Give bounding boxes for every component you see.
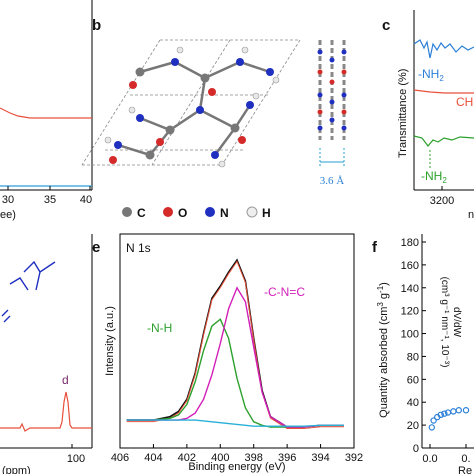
panel-f-ytick-label: 80 (407, 351, 419, 363)
panel-e-xtick-label: 406 (111, 452, 129, 464)
legend-hydrogen-marker (246, 206, 258, 218)
panel-f-point (462, 407, 470, 414)
panel-e-xtick-label: 400 (211, 452, 229, 464)
ir-trace-red (413, 89, 474, 94)
panel-e-peak-label-nh: -N-H (147, 321, 172, 335)
panel-a-red-trace (0, 107, 92, 119)
panel-f-xlabel: Re (458, 465, 472, 474)
panel-c-letter: c (382, 17, 390, 34)
panel-f-point (437, 411, 444, 419)
panel-f-ytick-label: 0 (413, 443, 419, 455)
legend-hydrogen-label: H (262, 206, 271, 220)
panel-f: f Quantity absorbed (cm3 g-1) dV/dW (cm³… (372, 234, 474, 474)
panel-e-letter: e (92, 239, 100, 256)
panel-f-y-ticks: 0 20 40 60 80 100 120 140 160 180 (401, 237, 426, 455)
panel-f-ytick-label: 100 (401, 329, 419, 341)
panel-f-ytick-label: 40 (407, 397, 419, 409)
panel-c-xtick-3200: 3200 (430, 195, 454, 207)
panel-e-series-component (126, 286, 344, 428)
panel-f-point (428, 424, 435, 431)
ir-trace-green (413, 135, 474, 147)
panel-f-xtick-1: 0. (461, 453, 470, 465)
panel-f-inset-ylabel-1: dV/dW (451, 307, 462, 338)
panel-e-series-raw (126, 258, 344, 428)
panel-f-ylabel: Quantity absorbed (cm3 g-1) (376, 282, 390, 418)
ir-label-nh2-bottom: -NH2 (421, 169, 447, 185)
panel-e-title: N 1s (126, 241, 151, 255)
panel-a-xtick-40: 40 (80, 194, 92, 206)
panel-f-ytick-label: 160 (401, 260, 419, 272)
panel-e-series-component (126, 318, 344, 428)
molecular-network (104, 46, 280, 168)
panel-f-ytick-label: 120 (401, 306, 419, 318)
panel-f-point (455, 407, 462, 414)
panel-f-ytick-label: 20 (407, 420, 419, 432)
panel-f-xtick-0: 0.0 (422, 453, 437, 465)
panel-f-ytick-label: 140 (401, 283, 419, 295)
panel-e-xtick-label: 394 (311, 452, 329, 464)
panel-d-xlabel: (ppm) (2, 465, 31, 474)
panel-c-ylabel: Transmittance (%) (397, 69, 409, 158)
panel-a: 30 35 40 ee) (0, 0, 93, 221)
panel-c: c Transmittance (%) -NH2 CH -NH2 3200 n (382, 10, 474, 221)
panel-e-ylabel: Intensity (a.u.) (104, 306, 116, 376)
interlayer-spacing-label: 3.6 Å (320, 175, 345, 187)
panel-e-series-baseline (126, 419, 344, 427)
layer-stack-view: 3.6 Å (317, 40, 347, 187)
nmr-peak-label-d: d (62, 373, 69, 387)
panel-f-point (430, 417, 437, 424)
panel-a-xlabel: ee) (0, 209, 16, 221)
panel-e-series-fit (126, 260, 344, 429)
legend-nitrogen-label: N (220, 206, 229, 220)
panel-e-xtick-label: 392 (345, 452, 363, 464)
panel-d-xtick-100: 100 (67, 453, 85, 465)
panel-e: e N 1s Intensity (a.u.) 406 404 402 400 398 3… (92, 233, 363, 473)
panel-a-xtick-30: 30 (2, 194, 14, 206)
ir-label-ch: CH (456, 95, 473, 109)
panel-e-xtick-label: 398 (245, 452, 263, 464)
panel-e-x-ticks: 406 404 402 400 398 396 394 392 (111, 444, 363, 464)
panel-b-letter: b (92, 17, 101, 34)
panel-e-xtick-label: 404 (144, 452, 162, 464)
panel-c-xlabel: n (468, 209, 474, 221)
panel-e-series (126, 258, 344, 429)
ir-label-nh2-top: -NH2 (418, 67, 444, 83)
legend-carbon-label: C (137, 206, 146, 220)
panel-f-ytick-label: 60 (407, 374, 419, 386)
atom-legend: C O N H (122, 206, 271, 220)
panel-b: b (81, 17, 347, 220)
panel-e-xtick-label: 402 (178, 452, 196, 464)
panel-f-ytick-label: 180 (401, 237, 419, 249)
panel-e-peak-label-cnc: -C-N=C (264, 285, 305, 299)
panel-e-plot-frame (119, 233, 355, 449)
panel-f-inset-ylabel-2: (cm³ g⁻¹ nm⁻¹, 10⁻³) (439, 277, 450, 368)
panel-f-point (450, 408, 457, 415)
ir-trace-blue (413, 39, 474, 59)
legend-oxygen-label: O (178, 206, 187, 220)
nmr-structure-fragment (9, 260, 56, 291)
panel-f-letter: f (372, 239, 378, 256)
panel-d: d 100 (ppm) (0, 234, 93, 474)
panel-e-xtick-label: 396 (278, 452, 296, 464)
panel-f-point (441, 410, 448, 417)
panel-f-points (428, 407, 470, 431)
legend-oxygen-marker (163, 207, 173, 217)
nmr-trace (0, 391, 92, 432)
panel-a-xtick-35: 35 (44, 194, 56, 206)
legend-carbon-marker (122, 207, 132, 217)
panel-e-xlabel: Binding energy (eV) (188, 461, 285, 473)
legend-nitrogen-marker (205, 207, 215, 217)
unit-cell-grid (81, 39, 301, 166)
